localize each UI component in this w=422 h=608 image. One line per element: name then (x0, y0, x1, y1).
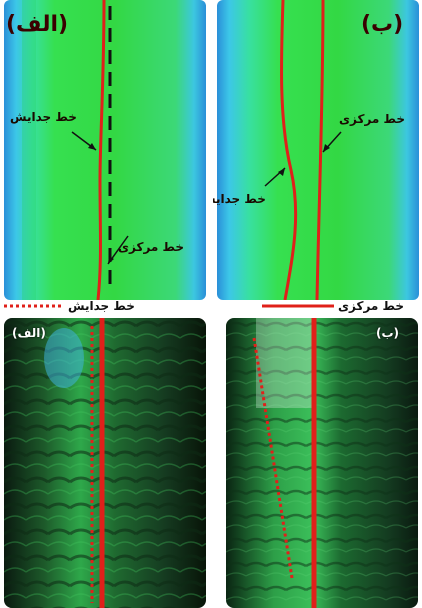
reflection-highlight (256, 318, 316, 408)
flow-streaks (226, 318, 418, 608)
legend-separation-line: خط جدایش (4, 295, 135, 317)
top-right-center-label: خط مرکزی (339, 112, 406, 126)
center-arrow-head (108, 256, 114, 264)
bottom-right-photo: (ب) (226, 318, 418, 608)
top-right-panel-label: (ب) (361, 12, 404, 37)
top-left-simulation-panel: (الف) خط جدایش خط مرکزی (0, 0, 209, 300)
field-band (22, 0, 36, 300)
legend-separation-label: خط جدایش (68, 299, 135, 313)
bottom-left-photo: (الف) (4, 318, 206, 608)
bottom-right-panel-label: (ب) (376, 326, 400, 340)
top-left-separation-label: خط جدایش (10, 110, 77, 124)
separation-line-dotted (252, 337, 294, 579)
top-right-separation-label: خط جدایش (213, 192, 266, 206)
field-background (4, 0, 206, 300)
center-line (315, 0, 325, 300)
field-background (217, 0, 419, 300)
legend-solid-line-swatch (262, 304, 334, 308)
bottom-left-panel-label: (الف) (12, 326, 46, 340)
legend-center-label: خط مرکزی (338, 299, 405, 313)
separation-arrow-head (88, 143, 96, 150)
separation-arrow-head (278, 168, 285, 176)
top-right-simulation-panel: (ب) خط مرکزی خط جدایش (213, 0, 422, 300)
separation-line (96, 0, 106, 300)
reflection-highlight (44, 328, 84, 388)
legend-center-line: خط مرکزی (262, 295, 404, 317)
bottom-left-cylinder-photo (4, 318, 206, 608)
top-left-flow-field (4, 0, 206, 300)
bottom-right-cylinder-photo (226, 318, 418, 608)
flow-streaks (4, 318, 206, 608)
separation-line (279, 0, 298, 300)
legend-dotted-line-swatch (4, 304, 64, 308)
center-arrow-head (323, 144, 330, 152)
top-right-flow-field (217, 0, 419, 300)
top-left-center-label: خط مرکزی (118, 240, 185, 254)
top-left-panel-label: (الف) (6, 12, 69, 37)
